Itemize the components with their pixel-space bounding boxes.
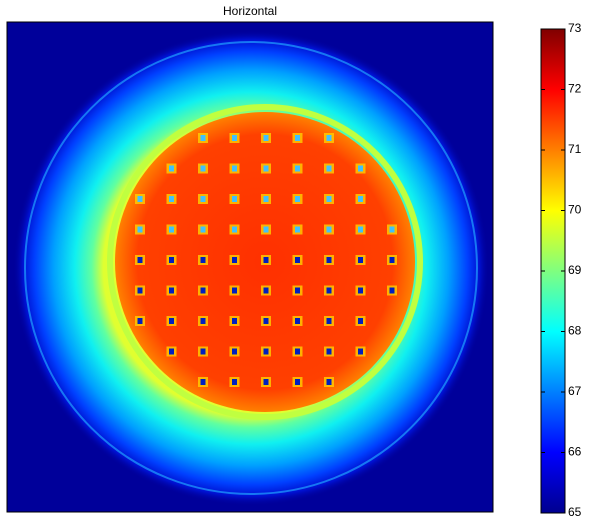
cell-dot <box>169 227 174 233</box>
cell-dot <box>264 166 269 172</box>
colorbar-tick-label: 67 <box>568 384 582 398</box>
cell-dot <box>169 288 174 294</box>
cell-dot <box>390 257 395 263</box>
cell-dot <box>232 349 237 355</box>
cell-dot <box>169 166 174 172</box>
cell-dot <box>358 349 363 355</box>
cell-dot <box>201 257 206 263</box>
cell-dot <box>201 288 206 294</box>
cell-dot <box>201 227 206 233</box>
cell-dot <box>201 196 206 202</box>
cell-dot <box>358 166 363 172</box>
cell-dot <box>232 379 237 385</box>
cell-dot <box>264 257 269 263</box>
cell-dot <box>232 257 237 263</box>
cell-dot <box>295 196 300 202</box>
colorbar-tick-label: 66 <box>568 445 582 459</box>
cell-dot <box>201 349 206 355</box>
cell-dot <box>264 318 269 324</box>
cell-dot <box>390 227 395 233</box>
cell-dot <box>138 288 143 294</box>
colorbar-tick-label: 71 <box>568 142 582 156</box>
cell-dot <box>232 196 237 202</box>
cell-dot <box>358 318 363 324</box>
colorbar-tick-label: 72 <box>568 82 582 96</box>
cell-dot <box>138 257 143 263</box>
cell-dot <box>201 379 206 385</box>
cell-dot <box>327 379 332 385</box>
cell-dot <box>201 166 206 172</box>
cell-dot <box>264 196 269 202</box>
cell-dot <box>264 135 269 141</box>
cell-dot <box>295 166 300 172</box>
cell-dot <box>358 288 363 294</box>
cell-dot <box>138 318 143 324</box>
cell-dot <box>295 379 300 385</box>
cell-dot <box>327 318 332 324</box>
cell-dot <box>264 349 269 355</box>
cell-dot <box>358 196 363 202</box>
colorbar-tick-label: 65 <box>568 505 582 519</box>
cell-dot <box>138 227 143 233</box>
cell-dot <box>232 135 237 141</box>
cell-dot <box>327 257 332 263</box>
chart-title: Horizontal <box>223 4 277 18</box>
cell-dot <box>264 379 269 385</box>
cell-dot <box>295 257 300 263</box>
cell-dot <box>327 227 332 233</box>
chart: Horizontal 65 66 67 68 69 70 71 72 73 <box>0 0 611 520</box>
cell-dot <box>295 227 300 233</box>
cell-dot <box>201 318 206 324</box>
cell-dot <box>327 135 332 141</box>
cell-dot <box>232 227 237 233</box>
cell-dot <box>169 257 174 263</box>
cell-dot <box>169 318 174 324</box>
cell-dot <box>264 288 269 294</box>
cell-dot <box>295 135 300 141</box>
cell-dot <box>390 288 395 294</box>
cell-dot <box>201 135 206 141</box>
cell-dot <box>169 349 174 355</box>
cell-dot <box>232 318 237 324</box>
colorbar-tick-label: 68 <box>568 324 582 338</box>
cell-dot <box>295 318 300 324</box>
cell-dot <box>358 257 363 263</box>
colorbar-tick-label: 70 <box>568 203 582 217</box>
colorbar-tick-label: 69 <box>568 263 582 277</box>
cell-dot <box>295 349 300 355</box>
cell-dot <box>327 288 332 294</box>
cell-dot <box>232 166 237 172</box>
cell-dot <box>327 349 332 355</box>
cell-dot <box>264 227 269 233</box>
cell-dot <box>232 288 237 294</box>
cell-dot <box>295 288 300 294</box>
heatmap-image <box>7 22 493 512</box>
cell-dot <box>327 196 332 202</box>
cell-dot <box>169 196 174 202</box>
cell-dot <box>138 196 143 202</box>
colorbar-tick-label: 73 <box>568 21 582 35</box>
cell-dot <box>358 227 363 233</box>
cell-dot <box>327 166 332 172</box>
